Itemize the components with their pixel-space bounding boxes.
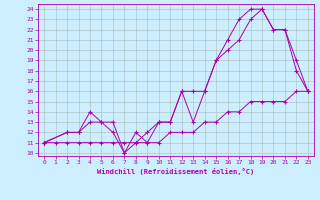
X-axis label: Windchill (Refroidissement éolien,°C): Windchill (Refroidissement éolien,°C) — [97, 168, 255, 175]
